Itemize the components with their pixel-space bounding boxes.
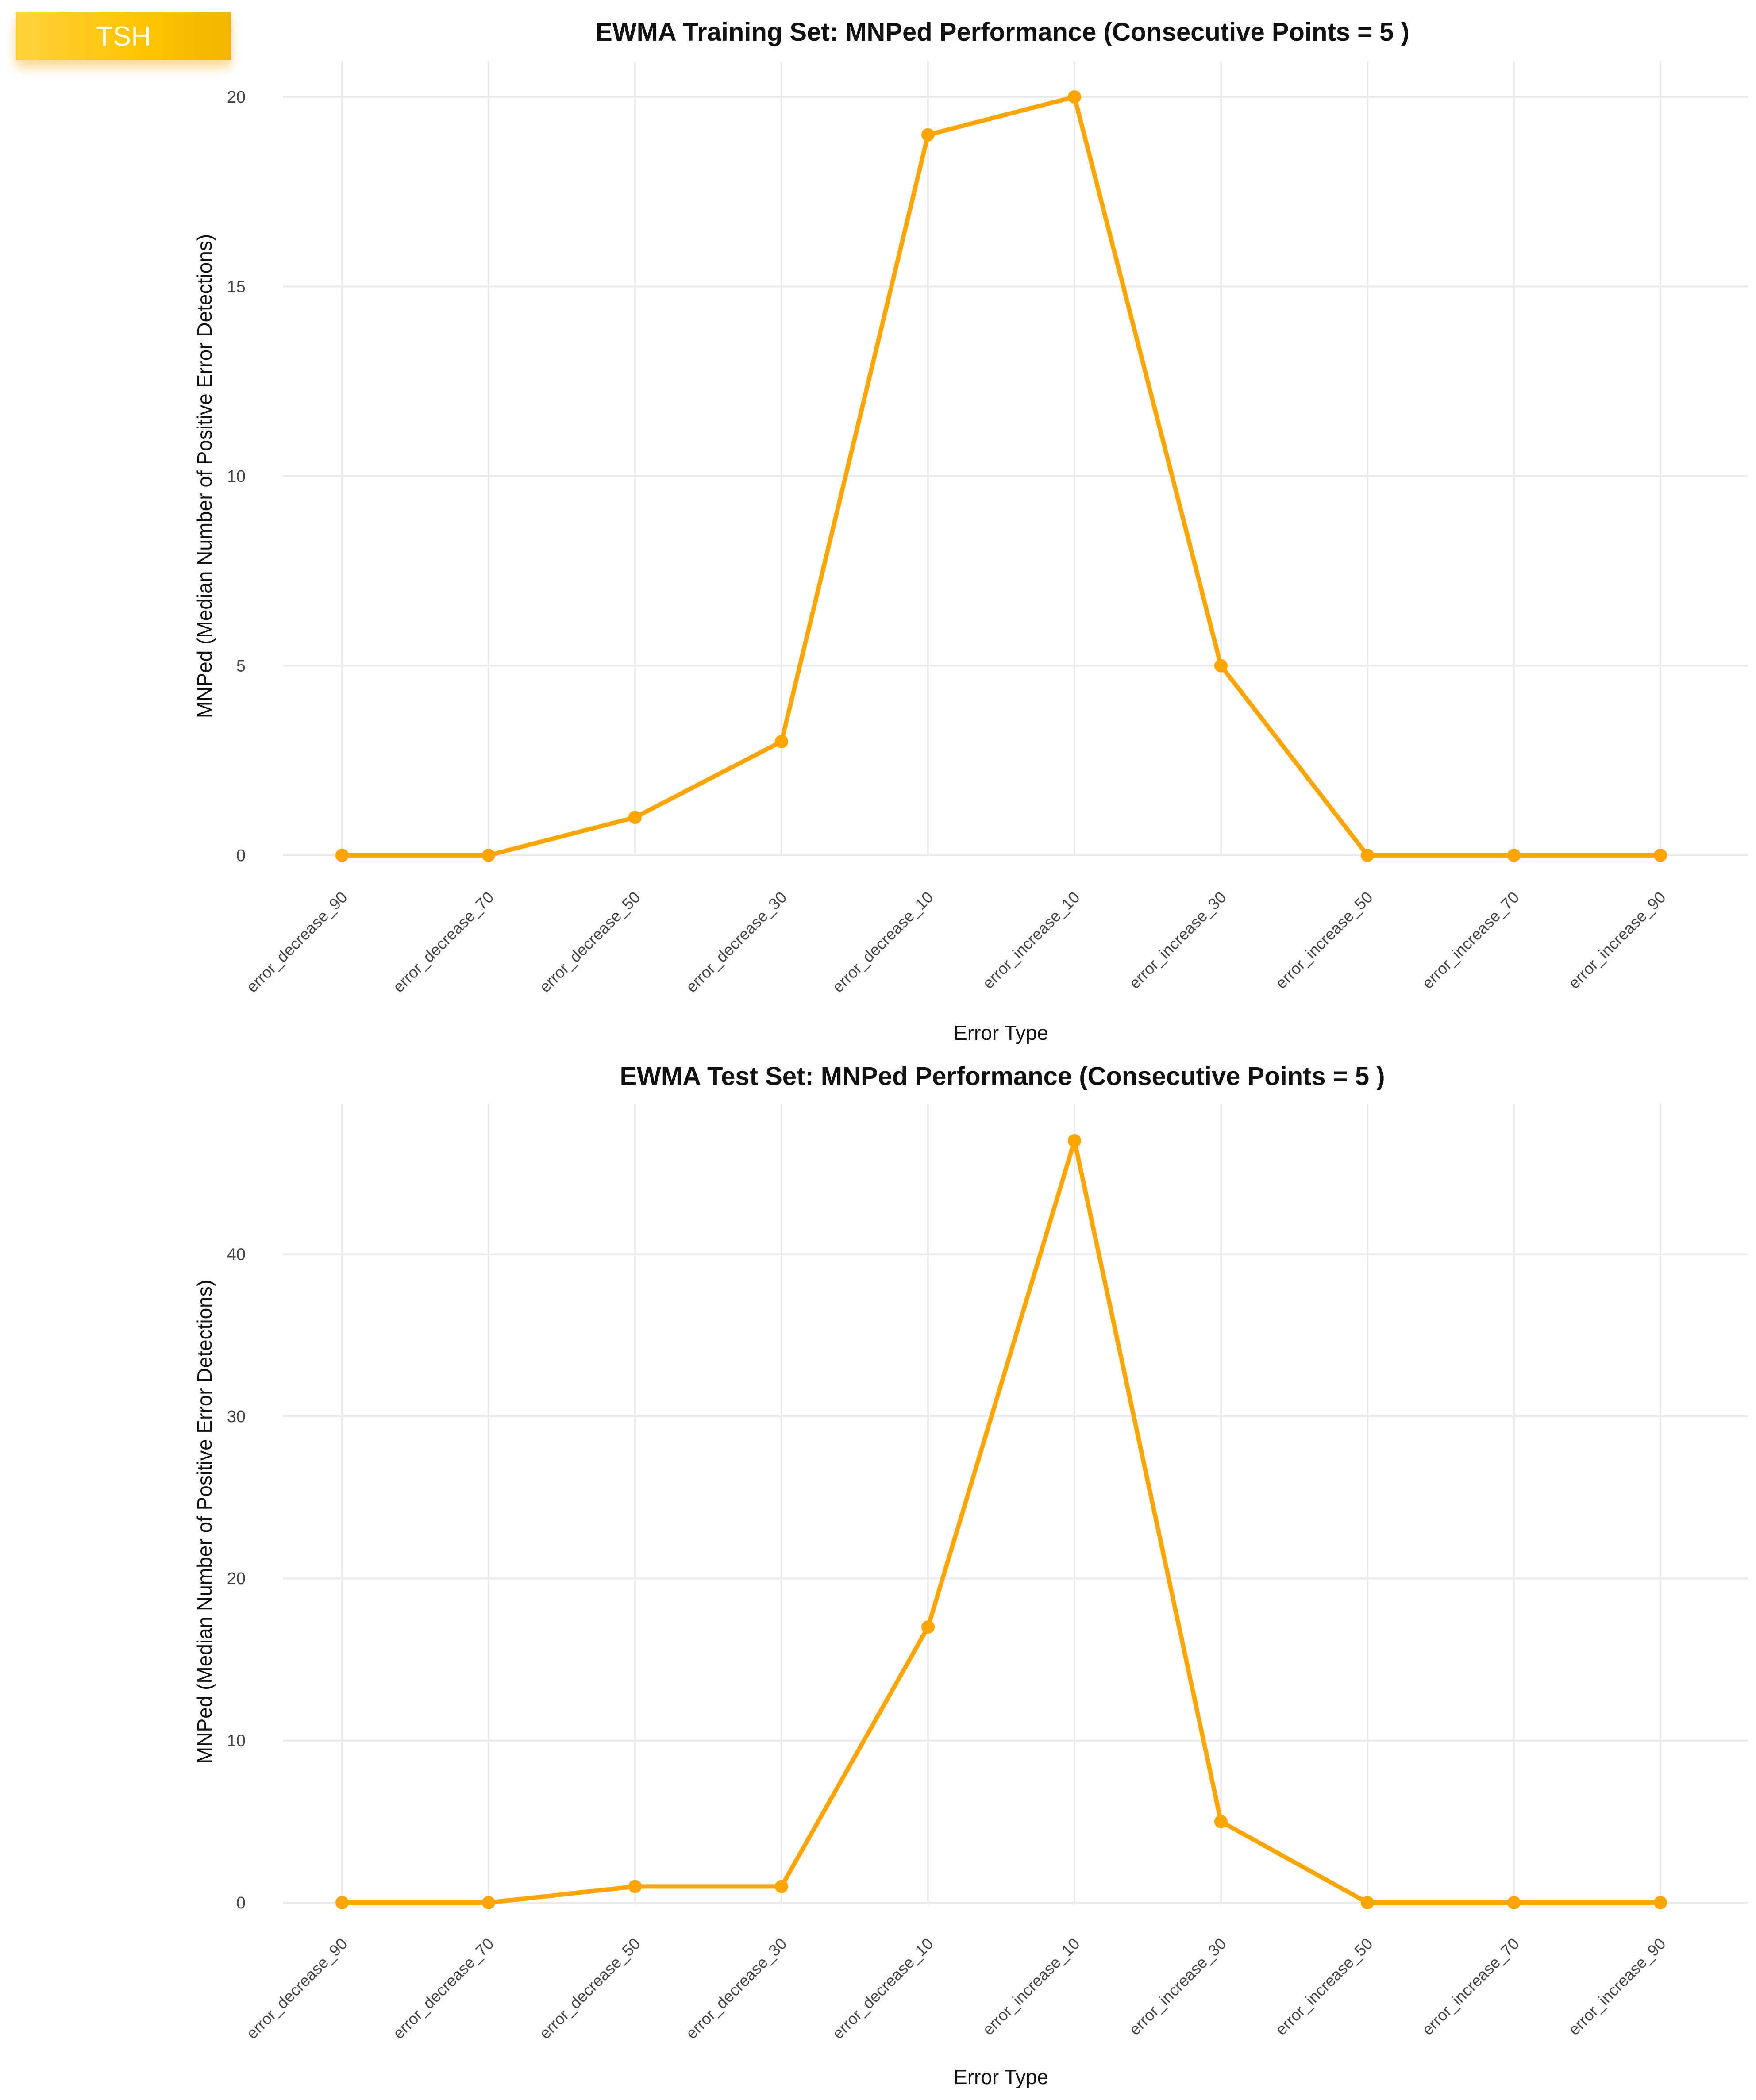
data-point xyxy=(1361,1896,1374,1909)
x-tick-label: error_increase_10 xyxy=(979,1935,1083,2039)
y-tick-label: 10 xyxy=(227,1732,246,1750)
data-point xyxy=(1654,849,1667,862)
series-line xyxy=(340,95,1663,858)
data-point xyxy=(628,811,642,824)
x-axis-label: Error Type xyxy=(954,1021,1048,1044)
data-point xyxy=(1507,1896,1521,1909)
data-point xyxy=(1654,1896,1667,1909)
x-tick-label: error_decrease_90 xyxy=(243,1935,351,2042)
x-tick-label: error_increase_50 xyxy=(1272,1935,1376,2039)
data-point xyxy=(335,1896,349,1909)
x-tick-label: error_decrease_70 xyxy=(389,888,497,996)
x-tick-label: error_increase_90 xyxy=(1565,1935,1669,2039)
x-tick-label: error_decrease_30 xyxy=(682,888,790,996)
data-point xyxy=(1361,849,1374,862)
data-point xyxy=(921,128,935,142)
x-tick-label: error_decrease_10 xyxy=(829,1935,937,2042)
data-point xyxy=(628,1880,642,1893)
y-tick-label: 30 xyxy=(227,1408,246,1426)
data-point xyxy=(1507,849,1521,862)
data-point xyxy=(1214,659,1228,673)
x-tick-label: error_decrease_90 xyxy=(243,888,351,996)
y-tick-label: 15 xyxy=(227,278,246,296)
data-point xyxy=(921,1620,935,1634)
y-tick-label: 20 xyxy=(227,88,246,107)
x-tick-label: error_increase_90 xyxy=(1565,888,1669,992)
data-point xyxy=(1068,90,1081,104)
x-tick-label: error_decrease_50 xyxy=(536,1935,644,2042)
y-tick-label: 20 xyxy=(227,1569,246,1588)
x-tick-label: error_decrease_70 xyxy=(389,1935,497,2042)
x-tick-label: error_increase_70 xyxy=(1418,1935,1523,2039)
series-line xyxy=(340,1138,1663,1905)
x-axis-label: Error Type xyxy=(954,2065,1048,2088)
test-set-chart: 0 10 20 30 40 EWMA Test Set: MNPed Performanc… xyxy=(193,1062,1748,2088)
y-tick-label: 40 xyxy=(227,1245,246,1264)
x-tick-label: error_decrease_50 xyxy=(536,888,644,996)
y-tick-label: 0 xyxy=(236,1894,246,1912)
x-tick-label: error_increase_30 xyxy=(1125,888,1230,992)
data-point xyxy=(1214,1815,1228,1828)
x-tick-label: error_increase_70 xyxy=(1418,888,1523,992)
data-point xyxy=(775,1880,788,1893)
training-set-chart: 0 5 10 15 20 EWMA Training Set: MNPed Perform… xyxy=(193,18,1748,1044)
x-tick-label: error_decrease_10 xyxy=(829,888,937,996)
data-point xyxy=(482,1896,495,1909)
data-point xyxy=(775,735,788,748)
x-tick-label: error_increase_50 xyxy=(1272,888,1376,992)
y-tick-label: 0 xyxy=(236,846,246,865)
x-tick-label: error_increase_10 xyxy=(979,888,1083,992)
y-axis-label: MNPed (Median Number of Positive Error D… xyxy=(193,234,216,718)
chart-title: EWMA Test Set: MNPed Performance (Consec… xyxy=(620,1062,1385,1091)
data-point xyxy=(335,849,349,862)
data-point xyxy=(482,849,495,862)
tsh-badge: TSH xyxy=(16,12,231,60)
y-tick-label: 10 xyxy=(227,467,246,486)
y-axis-label: MNPed (Median Number of Positive Error D… xyxy=(193,1280,216,1764)
x-tick-label: error_increase_30 xyxy=(1125,1935,1230,2039)
chart-title: EWMA Training Set: MNPed Performance (Co… xyxy=(595,18,1409,46)
x-tick-label: error_decrease_30 xyxy=(682,1935,790,2042)
data-point xyxy=(1068,1134,1081,1147)
y-tick-label: 5 xyxy=(236,657,246,676)
